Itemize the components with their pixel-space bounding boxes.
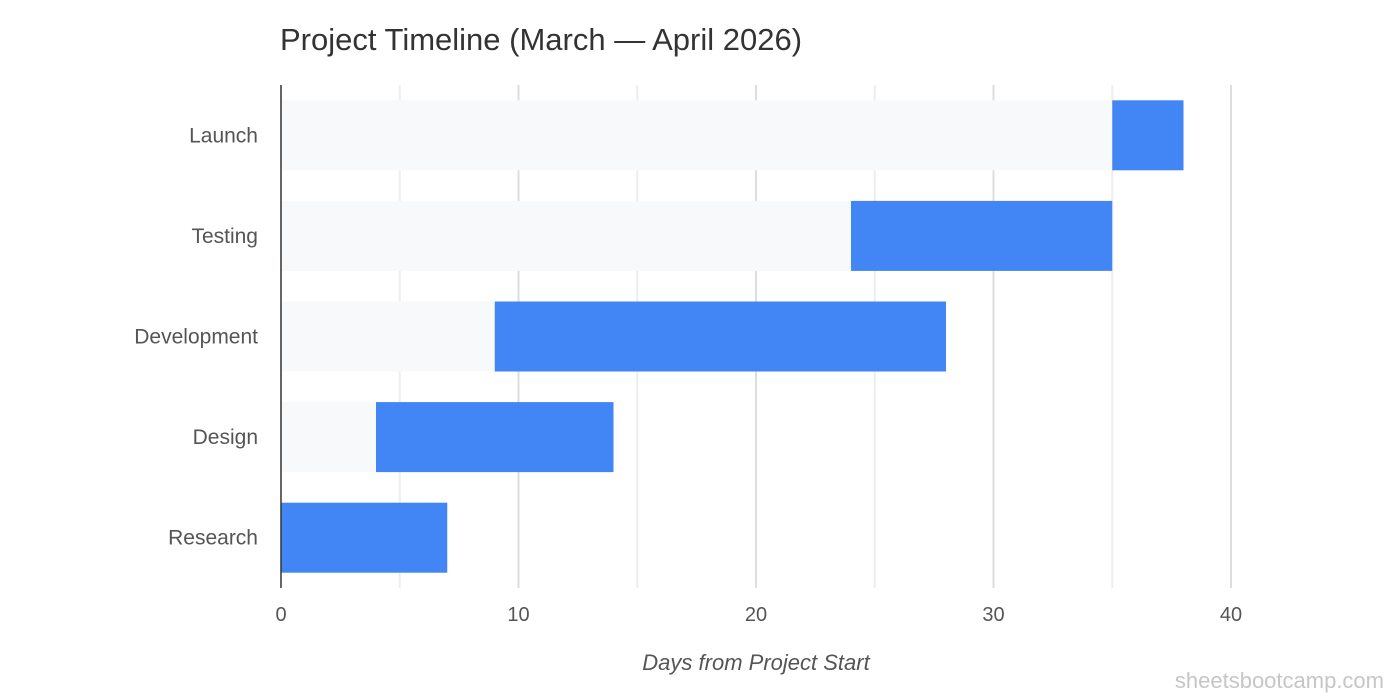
x-tick-label-0: 0 (275, 604, 286, 626)
x-tick-label-10: 10 (507, 604, 529, 626)
bar-testing-duration (851, 200, 1113, 271)
y-category-label-testing: Testing (191, 225, 258, 248)
bar-design-duration (376, 402, 614, 473)
bar-launch-duration (1112, 100, 1184, 171)
x-tick-label-40: 40 (1220, 604, 1242, 626)
bar-launch-offset (281, 100, 1113, 171)
y-category-label-launch: Launch (189, 124, 258, 147)
x-axis-title: Days from Project Start (642, 650, 870, 675)
bar-design-offset (281, 402, 376, 473)
bar-research-duration (281, 502, 448, 573)
bars (281, 100, 1184, 573)
watermark: sheetsbootcamp.com (1174, 668, 1384, 693)
x-tick-label-20: 20 (745, 604, 767, 626)
chart-title: Project Timeline (March — April 2026) (280, 22, 803, 57)
bar-testing-offset (281, 200, 851, 271)
labels: 0 10 20 30 40 Launch Testing Development Design R… (134, 124, 1242, 626)
y-category-label-development: Development (134, 326, 258, 349)
y-category-label-design: Design (193, 426, 258, 449)
bar-development-offset (281, 301, 495, 372)
x-tick-label-30: 30 (982, 604, 1004, 626)
y-category-label-research: Research (168, 527, 258, 550)
bar-development-duration (494, 301, 946, 372)
